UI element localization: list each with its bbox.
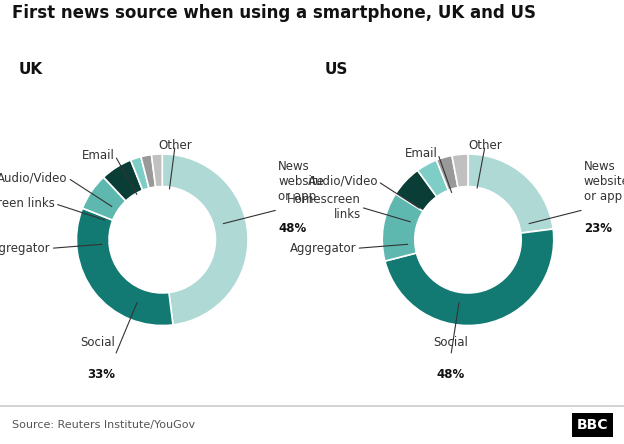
Wedge shape xyxy=(82,177,126,220)
Text: Social: Social xyxy=(80,336,115,349)
Text: BBC: BBC xyxy=(577,418,608,432)
Text: First news source when using a smartphone, UK and US: First news source when using a smartphon… xyxy=(12,4,537,23)
Wedge shape xyxy=(104,160,143,201)
Wedge shape xyxy=(383,194,423,261)
Text: Aggregator: Aggregator xyxy=(0,242,51,255)
Wedge shape xyxy=(162,154,248,325)
Text: Audio/Video: Audio/Video xyxy=(308,175,378,188)
Wedge shape xyxy=(396,170,437,211)
Text: 23%: 23% xyxy=(584,222,612,235)
Text: Homescreen links: Homescreen links xyxy=(0,197,55,210)
Text: News
website
or app: News website or app xyxy=(584,160,624,203)
Text: Other: Other xyxy=(158,139,192,152)
Wedge shape xyxy=(141,155,155,188)
Text: Audio/Video: Audio/Video xyxy=(0,171,68,185)
Wedge shape xyxy=(436,155,458,190)
Wedge shape xyxy=(130,157,149,190)
Text: Other: Other xyxy=(468,139,502,152)
Text: Email: Email xyxy=(82,149,115,162)
Wedge shape xyxy=(385,229,553,325)
Wedge shape xyxy=(152,154,162,187)
Wedge shape xyxy=(468,154,553,233)
Text: News
website
or app: News website or app xyxy=(278,160,324,203)
Text: 48%: 48% xyxy=(437,368,465,381)
Text: US: US xyxy=(324,62,348,77)
Text: Homescreen
links: Homescreen links xyxy=(287,193,361,221)
Text: 48%: 48% xyxy=(278,222,306,235)
Wedge shape xyxy=(417,160,449,197)
Wedge shape xyxy=(77,208,173,325)
Text: Social: Social xyxy=(434,336,468,349)
Text: Email: Email xyxy=(405,147,438,160)
Text: UK: UK xyxy=(19,62,43,77)
Wedge shape xyxy=(452,154,468,187)
Text: Aggregator: Aggregator xyxy=(290,242,356,255)
Text: Source: Reuters Institute/YouGov: Source: Reuters Institute/YouGov xyxy=(12,420,195,430)
Text: 33%: 33% xyxy=(87,368,115,381)
